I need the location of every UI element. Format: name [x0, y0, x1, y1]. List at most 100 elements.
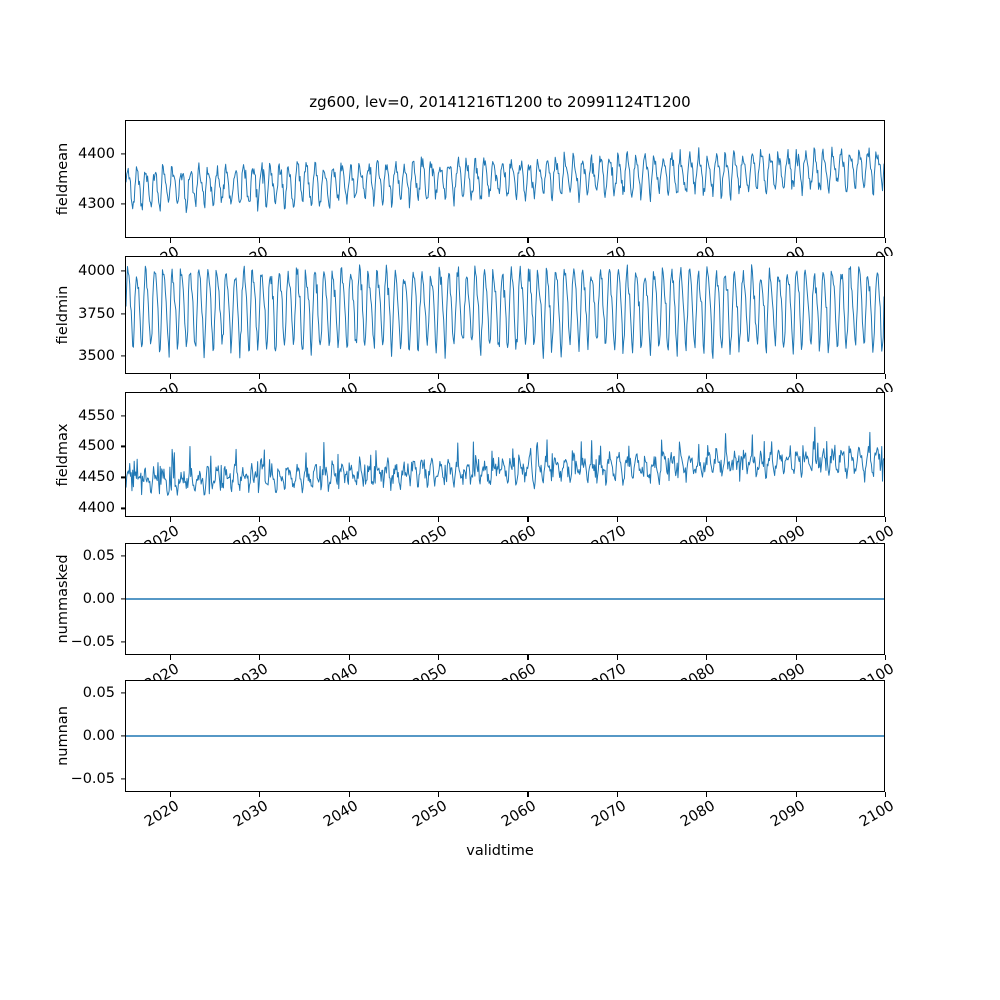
- x-tick-mark: [795, 792, 797, 797]
- y-tick-label: 0.00: [82, 728, 115, 744]
- y-tick-mark: [120, 153, 125, 155]
- x-tick-mark: [616, 655, 618, 660]
- y-tick-mark: [120, 641, 125, 643]
- y-axis-label-fieldmin: fieldmin: [55, 285, 71, 345]
- x-tick-mark: [795, 655, 797, 660]
- y-tick-label: 4000: [78, 263, 115, 280]
- x-tick-mark: [885, 238, 887, 243]
- x-tick-mark: [169, 655, 171, 660]
- data-line-fieldmax: [126, 426, 884, 496]
- x-tick-mark: [169, 792, 171, 797]
- x-tick-mark: [885, 374, 887, 379]
- y-tick-mark: [120, 203, 125, 205]
- x-tick-mark: [169, 517, 171, 522]
- y-tick-label: −0.05: [70, 634, 115, 651]
- y-tick-label: 4450: [78, 469, 115, 486]
- x-tick-label: 2100: [846, 244, 897, 256]
- subplot-numnan: [125, 680, 885, 792]
- y-tick-mark: [120, 414, 125, 417]
- x-tick-label: 2100: [857, 661, 897, 680]
- x-tick-mark: [706, 374, 708, 379]
- y-tick-label: 4400: [78, 500, 115, 517]
- y-tick-mark: [120, 598, 125, 600]
- x-tick-mark: [795, 238, 797, 243]
- x-tick-mark: [706, 238, 708, 243]
- x-tick-mark: [169, 238, 171, 243]
- y-tick-mark: [120, 476, 125, 478]
- data-line-fieldmean: [126, 146, 884, 214]
- x-tick-mark: [706, 655, 708, 660]
- y-tick-label: −0.05: [70, 771, 115, 788]
- x-tick-mark: [706, 517, 708, 522]
- x-tick-mark: [348, 517, 350, 522]
- figure-title: zg600, lev=0, 20141216T1200 to 20991124T…: [309, 93, 691, 111]
- x-tick-mark: [348, 792, 350, 797]
- subplot-fieldmax: [125, 392, 885, 517]
- plot-area-fieldmin: [126, 257, 884, 373]
- y-axis-label-nummasked: nummasked: [55, 554, 71, 644]
- x-tick-mark: [885, 517, 887, 522]
- x-tick-mark: [437, 374, 440, 379]
- plot-area-numnan: [126, 681, 884, 791]
- x-tick-mark: [259, 655, 261, 660]
- y-tick-label: 4500: [78, 438, 115, 455]
- y-tick-label: 4550: [78, 407, 115, 424]
- subplot-fieldmin: [125, 256, 885, 374]
- y-axis-label-fieldmax: fieldmax: [55, 423, 71, 486]
- y-tick-mark: [120, 778, 125, 780]
- y-axis-label-numnan: numnan: [55, 706, 71, 766]
- x-tick-label-clip: 2100: [0, 244, 1000, 256]
- x-tick-mark: [169, 374, 171, 379]
- x-tick-label-clip: 2100: [0, 380, 1000, 392]
- y-tick-mark: [120, 735, 125, 737]
- x-tick-mark: [259, 238, 261, 243]
- y-tick-mark: [120, 445, 125, 448]
- x-tick-mark: [259, 792, 261, 797]
- x-tick-mark: [437, 238, 440, 243]
- x-tick-mark: [706, 792, 708, 797]
- x-tick-label-clip: 2100: [0, 523, 1000, 543]
- x-tick-mark: [348, 238, 350, 243]
- x-tick-mark: [616, 238, 618, 243]
- y-tick-label: 0.00: [82, 591, 115, 607]
- x-tick-label: 2100: [857, 798, 897, 831]
- y-tick-mark: [120, 355, 125, 357]
- x-tick-mark: [437, 792, 440, 797]
- x-tick-mark: [527, 792, 529, 797]
- x-tick-mark: [527, 655, 529, 660]
- x-tick-mark: [795, 374, 797, 379]
- x-tick-mark: [527, 374, 529, 379]
- x-tick-mark: [795, 517, 797, 522]
- x-tick-mark: [527, 517, 529, 522]
- x-axis-label: validtime: [466, 843, 534, 859]
- x-tick-mark: [348, 655, 350, 660]
- x-tick-mark: [616, 374, 618, 379]
- x-tick-mark: [437, 655, 440, 660]
- y-tick-mark: [120, 270, 125, 272]
- x-tick-label: 2100: [857, 523, 897, 543]
- x-tick-mark: [616, 517, 618, 522]
- y-tick-mark: [120, 507, 125, 509]
- y-tick-label: 3750: [78, 305, 115, 322]
- y-axis-label-fieldmean: fieldmean: [55, 142, 71, 216]
- x-tick-mark: [885, 655, 887, 660]
- x-tick-mark: [259, 517, 261, 522]
- y-tick-label: 0.05: [82, 684, 115, 701]
- y-tick-mark: [120, 692, 125, 694]
- y-tick-mark: [120, 313, 125, 315]
- subplot-fieldmean: [125, 120, 885, 238]
- y-tick-label: 0.05: [82, 547, 115, 564]
- x-tick-mark: [616, 792, 618, 797]
- subplot-nummasked: [125, 543, 885, 655]
- x-tick-mark: [259, 374, 261, 379]
- x-tick-label-clip: 2100: [0, 661, 1000, 680]
- plot-area-fieldmax: [126, 393, 884, 516]
- y-tick-label: 4300: [78, 196, 115, 212]
- x-tick-label-clip: 2100: [0, 798, 1000, 858]
- x-tick-mark: [348, 374, 350, 379]
- plot-area-fieldmean: [126, 121, 884, 237]
- x-tick-mark: [885, 792, 887, 797]
- y-tick-mark: [120, 555, 125, 557]
- x-tick-mark: [437, 517, 440, 522]
